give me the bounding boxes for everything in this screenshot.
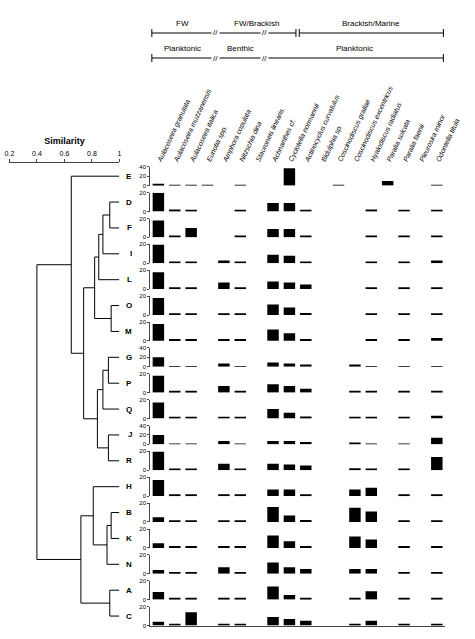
svg-text:0: 0 (143, 545, 147, 551)
svg-text:D: D (126, 198, 132, 207)
svg-text:20: 20 (139, 371, 146, 377)
svg-text:Paralia faenii: Paralia faenii (402, 123, 426, 163)
svg-text:H: H (126, 482, 132, 491)
svg-text:Bidulphia sp.: Bidulphia sp. (320, 123, 344, 163)
svg-text:0: 0 (143, 312, 147, 318)
svg-text:20: 20 (139, 319, 146, 325)
svg-text:20: 20 (139, 397, 146, 403)
svg-text:Stauroneis linearis: Stauroneis linearis (254, 107, 285, 163)
svg-text:J: J (128, 430, 132, 439)
svg-text:20: 20 (139, 474, 146, 480)
svg-text:20: 20 (139, 526, 146, 532)
svg-text:20: 20 (139, 604, 146, 610)
svg-text:A: A (126, 586, 132, 595)
svg-text:0: 0 (143, 234, 147, 240)
svg-text:Pleurosira minor: Pleurosira minor (418, 113, 446, 163)
svg-text:20: 20 (139, 293, 146, 299)
svg-text:40: 40 (139, 345, 146, 351)
svg-text:0: 0 (143, 623, 147, 629)
svg-text:0.4: 0.4 (32, 150, 42, 157)
svg-text:Actinocyclus curvatulus: Actinocyclus curvatulus (303, 93, 342, 164)
svg-text:20: 20 (139, 578, 146, 584)
svg-text:P: P (126, 379, 132, 388)
svg-text:0.8: 0.8 (87, 150, 97, 157)
svg-text:20: 20 (139, 173, 146, 179)
svg-text:0: 0 (143, 286, 147, 292)
svg-text:Eunotia spp.: Eunotia spp. (205, 124, 229, 163)
svg-text:FW/Brackish: FW/Brackish (234, 19, 279, 28)
svg-text:O: O (126, 301, 132, 310)
svg-text://: // (262, 28, 267, 37)
svg-text:Cyclotella normannii: Cyclotella normannii (287, 102, 321, 163)
svg-text://: // (262, 54, 267, 63)
svg-text://: // (213, 28, 218, 37)
svg-text:20: 20 (139, 190, 146, 196)
svg-text:0: 0 (143, 364, 147, 370)
svg-text:20: 20 (139, 448, 146, 454)
svg-text:0: 0 (143, 416, 147, 422)
svg-text:40: 40 (139, 164, 146, 170)
svg-text:20: 20 (139, 552, 146, 558)
svg-text:M: M (125, 327, 132, 336)
svg-text:0: 0 (143, 519, 147, 525)
svg-text:R: R (126, 456, 132, 465)
svg-text:Planktonic: Planktonic (336, 44, 373, 53)
svg-text:20: 20 (139, 241, 146, 247)
svg-text:20: 20 (139, 216, 146, 222)
svg-text:0: 0 (143, 338, 147, 344)
svg-text:20: 20 (139, 432, 146, 438)
svg-text:Q: Q (126, 405, 132, 414)
svg-text:Hyalodiscus radiatus: Hyalodiscus radiatus (369, 101, 404, 163)
svg-text:40: 40 (139, 423, 146, 429)
svg-text:0: 0 (143, 209, 147, 215)
svg-text:0: 0 (143, 441, 147, 447)
svg-text:Coscinodiscus excentricus: Coscinodiscus excentricus (353, 85, 394, 163)
svg-text://: // (213, 54, 218, 63)
svg-text:0: 0 (143, 390, 147, 396)
svg-text:Coscinodiscus grallae: Coscinodiscus grallae (336, 98, 372, 163)
svg-text:Achnanthes cf.: Achnanthes cf. (270, 118, 296, 164)
svg-text:0: 0 (143, 571, 147, 577)
svg-text:FW: FW (176, 19, 189, 28)
svg-text:Aulacoseira muzzanensis: Aulacoseira muzzanensis (172, 87, 213, 163)
svg-text:0: 0 (143, 597, 147, 603)
svg-text:Nitzschia dina: Nitzschia dina (238, 120, 263, 163)
svg-text:20: 20 (139, 354, 146, 360)
svg-text:Amphora copulata: Amphora copulata (221, 108, 253, 164)
svg-text:G: G (126, 353, 132, 362)
svg-text:E: E (126, 172, 132, 181)
svg-text:Aulacoseira italica: Aulacoseira italica (188, 109, 219, 164)
svg-text:20: 20 (139, 500, 146, 506)
svg-text:I: I (130, 249, 132, 258)
svg-text:K: K (126, 534, 132, 543)
svg-text:F: F (127, 223, 132, 232)
svg-text:L: L (127, 275, 132, 284)
svg-text:Planktonic: Planktonic (164, 44, 201, 53)
svg-text:Benthic: Benthic (227, 44, 254, 53)
svg-text:0: 0 (143, 493, 147, 499)
svg-text:0.6: 0.6 (60, 150, 70, 157)
svg-text:Brackish/Marine: Brackish/Marine (342, 19, 400, 28)
svg-text:0: 0 (143, 183, 147, 189)
svg-text:C: C (126, 612, 132, 621)
svg-text:20: 20 (139, 267, 146, 273)
svg-text:Odontella titula: Odontella titula (435, 117, 461, 162)
svg-text:Paralia sulcata: Paralia sulcata (385, 118, 411, 163)
svg-text:0: 0 (143, 260, 147, 266)
svg-text:B: B (126, 508, 132, 517)
svg-text:0: 0 (143, 467, 147, 473)
svg-text:1: 1 (117, 150, 121, 157)
svg-text:0.2: 0.2 (5, 150, 15, 157)
svg-text:Similarity: Similarity (44, 136, 85, 146)
svg-text:Aulacoseira granulata: Aulacoseira granulata (156, 98, 192, 164)
svg-text:N: N (126, 560, 132, 569)
